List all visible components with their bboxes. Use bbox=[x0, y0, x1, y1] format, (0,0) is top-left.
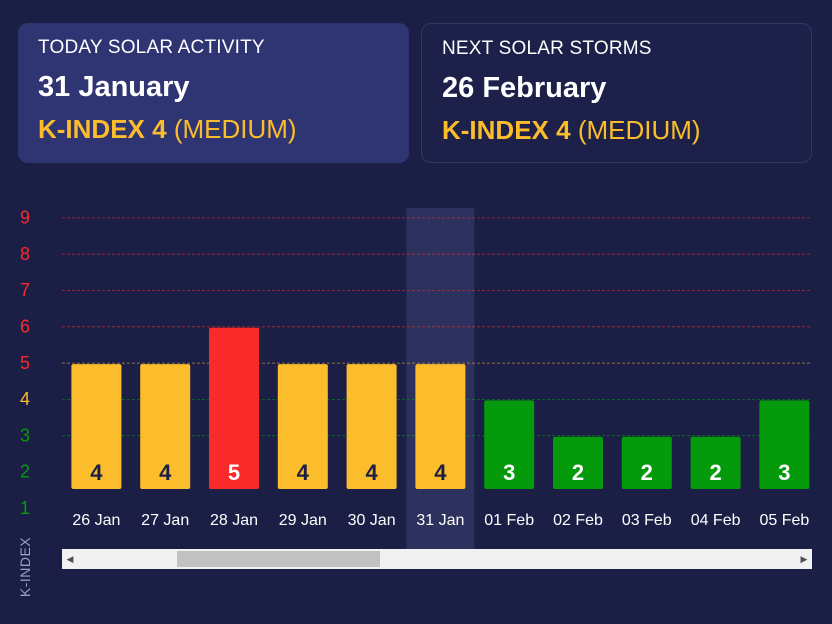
y-axis-label: K-INDEX bbox=[17, 537, 33, 597]
bar bbox=[759, 400, 810, 489]
x-tick-label: 27 Jan bbox=[141, 512, 189, 529]
today-date: 31 January bbox=[38, 71, 190, 103]
x-tick-label: 28 Jan bbox=[210, 512, 258, 529]
x-tick-label: 01 Feb bbox=[484, 512, 534, 529]
y-tick-label: 1 bbox=[20, 498, 30, 518]
x-tick-label: 30 Jan bbox=[348, 512, 396, 529]
bar bbox=[621, 436, 672, 489]
bar bbox=[484, 400, 535, 489]
bar-value-label: 4 bbox=[365, 460, 378, 485]
today-caption: TODAY SOLAR ACTIVITY bbox=[38, 37, 265, 58]
bar bbox=[690, 436, 741, 489]
bar bbox=[209, 327, 259, 489]
bar-value-label: 4 bbox=[90, 460, 103, 485]
next-kindex-level: (MEDIUM) bbox=[577, 115, 701, 145]
x-tick-label: 31 Jan bbox=[416, 512, 464, 529]
bar-value-label: 4 bbox=[297, 460, 310, 485]
scroll-left-arrow-icon[interactable]: ◀ bbox=[66, 554, 74, 564]
y-tick-label: 6 bbox=[20, 317, 30, 337]
bar-value-label: 2 bbox=[709, 460, 721, 485]
next-solar-storms-card: NEXT SOLAR STORMS 26 February K-INDEX 4 … bbox=[421, 23, 812, 163]
scrollbar-thumb[interactable] bbox=[177, 551, 380, 567]
bar bbox=[415, 364, 466, 489]
y-tick-label: 2 bbox=[20, 462, 30, 482]
next-caption: NEXT SOLAR STORMS bbox=[442, 38, 652, 59]
kindex-bar-chart: 1 2 3 4 5 6 7 8 9 K-INDEX 4 26 Jan 4 27 Jan 5 28 Jan 4 29… bbox=[17, 208, 812, 597]
today-kindex-level: (MEDIUM) bbox=[173, 114, 297, 144]
x-tick-label: 29 Jan bbox=[279, 512, 327, 529]
bar bbox=[71, 364, 122, 489]
next-date: 26 February bbox=[442, 72, 607, 104]
x-tick-label: 03 Feb bbox=[622, 512, 672, 529]
today-kindex-value: K-INDEX 4 bbox=[38, 114, 167, 144]
y-tick-label: 7 bbox=[20, 280, 30, 300]
today-solar-activity-card: TODAY SOLAR ACTIVITY 31 January K-INDEX … bbox=[18, 23, 409, 163]
next-kindex-line: K-INDEX 4 (MEDIUM) bbox=[442, 115, 791, 146]
today-kindex-line: K-INDEX 4 (MEDIUM) bbox=[38, 114, 389, 145]
bar-value-label: 2 bbox=[572, 460, 584, 485]
y-tick-label: 5 bbox=[20, 353, 30, 373]
next-kindex-value: K-INDEX 4 bbox=[442, 115, 571, 145]
scroll-right-arrow-icon[interactable]: ▶ bbox=[800, 554, 808, 564]
bar-value-label: 4 bbox=[159, 460, 172, 485]
x-tick-label: 26 Jan bbox=[72, 512, 120, 529]
y-tick-label: 9 bbox=[20, 208, 30, 228]
bar bbox=[140, 364, 191, 489]
bar bbox=[277, 364, 328, 489]
x-tick-label: 04 Feb bbox=[691, 512, 741, 529]
x-tick-label: 02 Feb bbox=[553, 512, 603, 529]
bar-value-label: 5 bbox=[228, 460, 240, 485]
bar-value-label: 3 bbox=[778, 460, 790, 485]
bar-value-label: 2 bbox=[641, 460, 653, 485]
bar-value-label: 3 bbox=[503, 460, 515, 485]
y-tick-label: 8 bbox=[20, 244, 30, 264]
x-tick-label: 05 Feb bbox=[759, 512, 809, 529]
y-tick-label: 4 bbox=[20, 389, 30, 409]
bar bbox=[346, 364, 397, 489]
bar-value-label: 4 bbox=[434, 460, 447, 485]
chart-horizontal-scrollbar[interactable]: ◀ ▶ bbox=[62, 549, 812, 569]
bar bbox=[553, 436, 603, 489]
y-tick-label: 3 bbox=[20, 425, 30, 445]
